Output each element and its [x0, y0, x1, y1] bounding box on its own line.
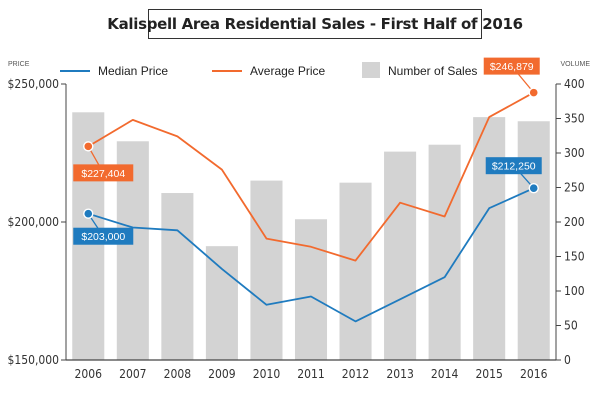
bar-2014 — [428, 144, 461, 360]
x-tick-label: 2010 — [253, 367, 281, 381]
x-tick-label: 2008 — [164, 367, 192, 381]
callout-box — [73, 164, 134, 182]
bar-2008 — [161, 193, 194, 360]
right-tick-label: 0 — [564, 353, 571, 367]
callout-label: $246,879 — [490, 61, 534, 73]
legend-label-number-of-sales: Number of Sales — [388, 64, 477, 78]
right-tick-label: 50 — [564, 319, 578, 333]
legend-label-average-price: Average Price — [250, 64, 325, 78]
right-tick-label: 400 — [564, 77, 585, 91]
callout-box — [73, 227, 134, 245]
right-tick-label: 250 — [564, 181, 585, 195]
average-price-line — [87, 91, 535, 262]
right-tick-label: 100 — [564, 284, 585, 298]
legend-label-median-price: Median Price — [98, 64, 168, 78]
bars-layer — [72, 112, 550, 361]
bar-2016 — [517, 121, 550, 360]
x-tick-label: 2016 — [520, 367, 548, 381]
callout-marker — [528, 87, 539, 98]
callout-label: $227,404 — [81, 168, 125, 180]
bar-2015 — [473, 117, 506, 361]
bar-2013 — [384, 151, 417, 360]
bar-2012 — [339, 182, 372, 360]
bar-2011 — [294, 219, 328, 360]
left-tick-label: $200,000 — [8, 215, 60, 229]
x-tick-label: 2011 — [297, 367, 324, 381]
right-tick-label: 300 — [564, 146, 585, 160]
x-tick-label: 2013 — [386, 367, 413, 381]
legend-swatch-number-of-sales — [362, 62, 380, 78]
lines-layer — [87, 91, 535, 323]
callout-label: $212,250 — [492, 161, 536, 173]
x-tick-label: 2009 — [208, 367, 236, 381]
callout-box — [485, 157, 542, 175]
callout-marker — [528, 182, 539, 194]
right-tick-label: 150 — [564, 250, 585, 264]
x-tick-label: 2006 — [75, 367, 103, 381]
axes-layer: $150,000 $200,000 $250,000 PRICE 0 50 100 150 20… — [8, 61, 591, 381]
legend: Median Price Average Price Number of Sales — [60, 62, 477, 78]
x-tick-label: 2012 — [342, 367, 369, 381]
left-tick-label: $250,000 — [8, 77, 60, 91]
median-price-line — [88, 187, 535, 323]
right-tick-label: 350 — [564, 112, 585, 126]
callouts-layer: $227,404 $203,000 $246,879 $212,250 — [73, 57, 542, 245]
right-axis-label: VOLUME — [560, 61, 590, 68]
x-tick-label: 2007 — [119, 367, 146, 381]
callout-label: $203,000 — [81, 231, 125, 243]
bar-2010 — [250, 180, 283, 360]
x-tick-label: 2015 — [475, 367, 502, 381]
callout-marker — [83, 141, 94, 152]
callout-marker — [83, 208, 94, 219]
x-tick-label: 2014 — [431, 367, 459, 381]
callout-box — [483, 57, 540, 75]
left-axis-label: PRICE — [8, 61, 30, 68]
chart-title: Kalispell Area Residential Sales - First… — [107, 9, 523, 39]
left-tick-label: $150,000 — [8, 353, 60, 367]
bar-2009 — [205, 246, 238, 360]
right-tick-label: 200 — [564, 215, 585, 229]
